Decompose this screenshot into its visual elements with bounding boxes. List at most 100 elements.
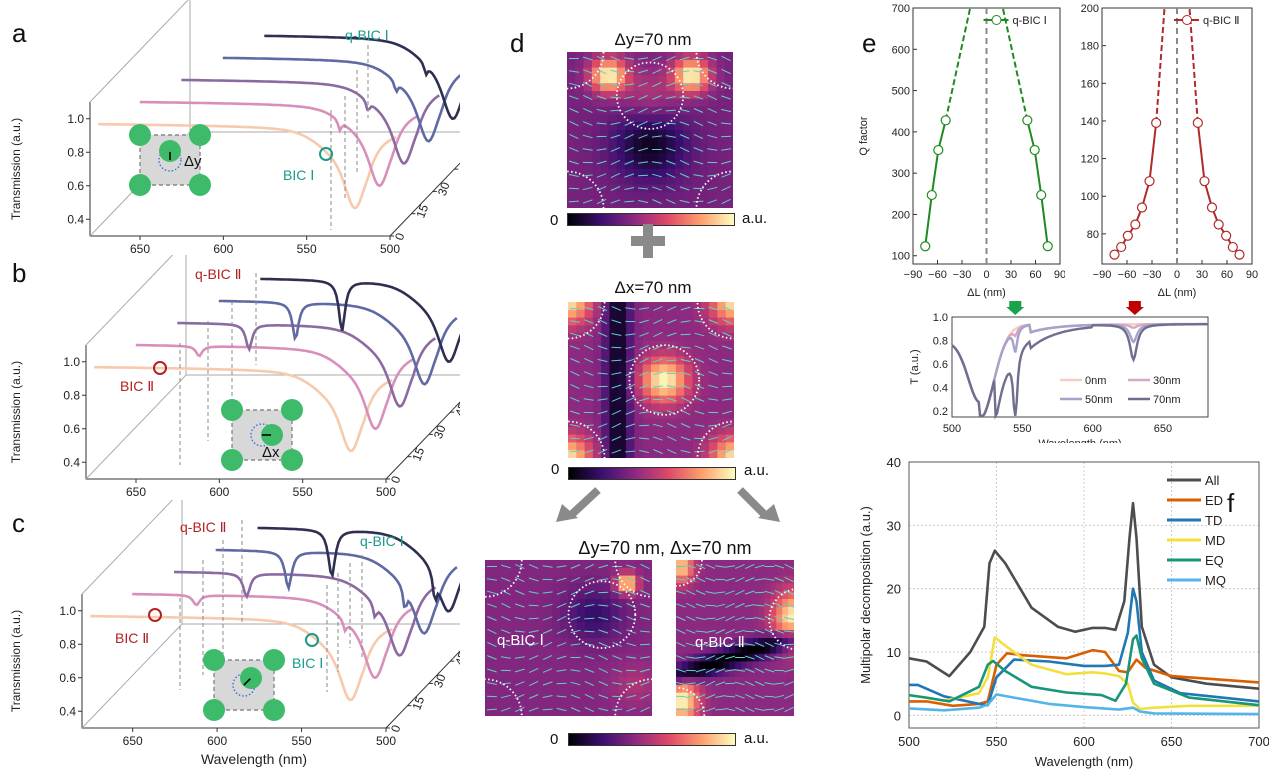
field-arrow	[721, 122, 732, 125]
heatmap-cell	[692, 450, 702, 458]
heatmap-cell	[725, 387, 734, 397]
heatmap-cell	[651, 450, 660, 458]
heatmap-cell	[776, 684, 783, 694]
heatmap-cell	[675, 341, 685, 350]
y-tick-label: 0.6	[933, 359, 948, 371]
heatmap-cell	[610, 669, 620, 678]
heatmap-cell	[681, 708, 689, 716]
heatmap-cell	[635, 567, 645, 577]
field-arrow	[542, 681, 553, 686]
heatmap-cell	[708, 192, 717, 201]
heatmap-cell	[723, 692, 730, 701]
heatmap-cell	[643, 560, 652, 569]
heatmap-cell	[610, 560, 620, 569]
field-arrow	[626, 629, 636, 634]
heatmap-cell	[740, 560, 748, 569]
heatmap-cell	[764, 583, 771, 592]
heatmap-cell	[618, 575, 628, 584]
field-arrow	[514, 681, 525, 686]
heatmap-cell	[691, 98, 701, 108]
heatmap-cell	[723, 677, 730, 686]
heatmap-cell	[693, 669, 701, 678]
field-arrow	[612, 655, 622, 660]
heatmap-cell	[518, 638, 528, 647]
field-arrow	[570, 589, 581, 596]
field-arrow	[715, 654, 726, 661]
heatmap-cell	[691, 137, 701, 147]
heatmap-cell	[593, 622, 603, 631]
heatmap-cell	[676, 661, 683, 670]
heatmap-cell	[585, 622, 595, 631]
heatmap-cell	[651, 387, 660, 397]
field-arrow	[708, 319, 719, 324]
heatmap-cell	[617, 372, 627, 381]
heatmap-cell	[667, 348, 677, 358]
heatmap-cell	[626, 333, 635, 342]
heatmap-cell	[592, 411, 602, 420]
heatmap-cell	[699, 700, 707, 709]
field-arrow	[680, 320, 691, 323]
heatmap-cell	[674, 83, 684, 92]
heatmap-cell	[667, 387, 677, 397]
heatmap-cell	[593, 560, 603, 569]
heatmap-cell	[609, 372, 619, 381]
heatmap-cell	[659, 442, 669, 451]
heatmap-cell	[526, 567, 536, 577]
heatmap-cell	[666, 114, 676, 123]
heatmap-cell	[699, 176, 709, 186]
heatmap-cell	[659, 325, 669, 334]
heatmap-cell	[764, 630, 771, 639]
field-arrow	[568, 174, 579, 177]
annotation-bic1: BIC Ⅰ	[283, 167, 314, 183]
heatmap-cell	[699, 583, 707, 592]
heatmap-cell	[626, 560, 636, 569]
heatmap-cell	[684, 450, 694, 458]
heatmap-cell	[591, 169, 601, 178]
field-arrow	[570, 397, 580, 402]
heatmap-cell	[617, 395, 627, 404]
heatmap-cell	[601, 669, 611, 678]
field-arrow	[715, 616, 726, 621]
field-arrow	[705, 630, 716, 633]
heatmap-cell	[717, 622, 724, 631]
resonance-marker-arrow-icon	[1125, 301, 1144, 315]
field-arrow	[774, 656, 785, 659]
colorbar3-max: a.u.	[744, 730, 770, 747]
field-arrow	[640, 668, 650, 673]
heatmap-cell	[723, 661, 730, 670]
heatmap-cell	[788, 575, 794, 584]
heatmap-cell	[641, 67, 651, 76]
heatmap-cell	[667, 442, 677, 451]
chart-c-waterfall: 0.40.60.81.065060055050001530456070ΔL (n…	[9, 500, 460, 767]
heatmap-cell	[610, 622, 620, 631]
heatmap-cell	[788, 692, 794, 701]
heatmap-cell	[659, 450, 669, 458]
heatmap-cell	[724, 137, 733, 147]
heatmap-cell	[746, 661, 754, 670]
heatmap-cell	[601, 645, 611, 655]
legend-label: 30nm	[1153, 375, 1181, 387]
panel-label-e: e	[862, 28, 877, 58]
heatmap-cell	[485, 684, 494, 694]
heatmap-cell	[705, 684, 712, 694]
field-arrow	[584, 630, 595, 633]
field-arrow	[784, 681, 794, 686]
heatmap-cell	[729, 567, 736, 577]
heatmap-cell	[616, 130, 626, 139]
field-arrow	[685, 656, 696, 659]
heatmap-cell	[693, 614, 701, 623]
field-arrow	[542, 708, 553, 711]
heatmap-cell	[601, 567, 611, 577]
field-arrow	[610, 199, 621, 204]
heatmap-cell	[643, 645, 652, 655]
x-tick-label: 650	[130, 242, 150, 255]
heatmap-cell	[526, 638, 536, 647]
field-arrow	[721, 160, 732, 165]
field-map-qbic1	[485, 560, 652, 716]
heatmap-cell	[641, 91, 651, 100]
heatmap-cell	[616, 52, 626, 61]
series-All	[908, 501, 1260, 690]
heatmap-cell	[752, 591, 760, 600]
heatmap-cell	[617, 434, 627, 443]
